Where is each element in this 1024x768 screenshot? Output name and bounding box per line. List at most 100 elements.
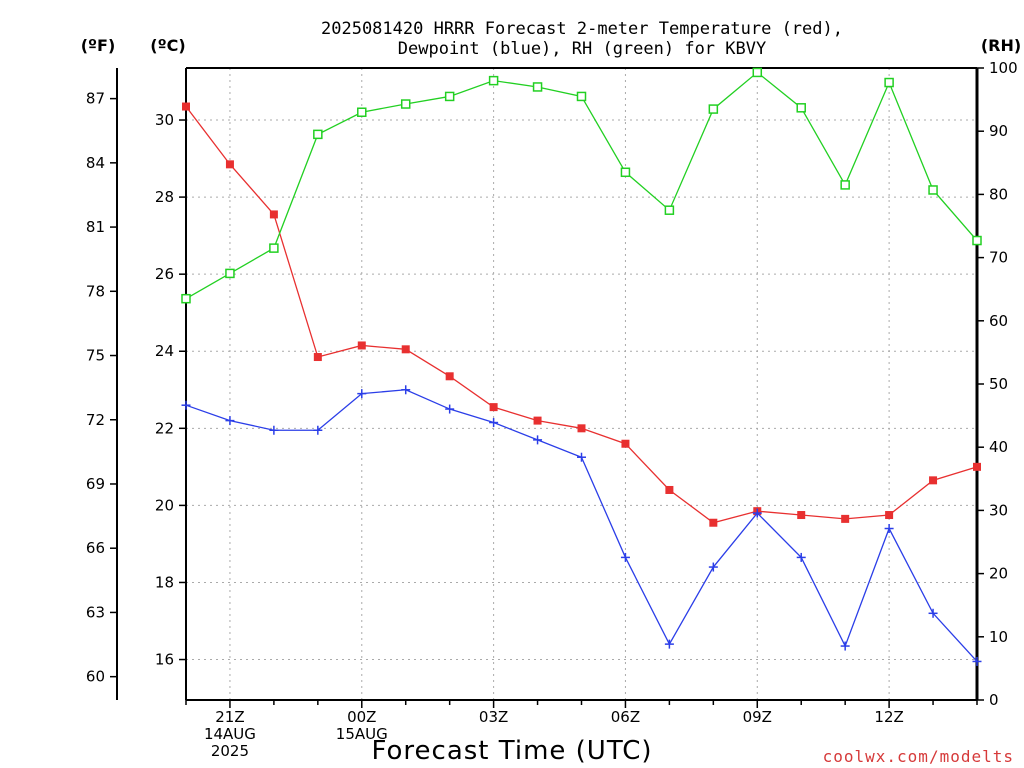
axes <box>110 67 984 708</box>
temperature-marker <box>269 210 278 219</box>
rh-tick-label: 0 <box>989 691 999 709</box>
rh-tick-label: 90 <box>989 122 1008 140</box>
dewpoint-marker <box>884 524 894 534</box>
rh-tick-label: 80 <box>989 185 1008 203</box>
rh-tick-label: 50 <box>989 375 1008 393</box>
dewpoint-marker <box>664 639 674 649</box>
temperature-marker <box>973 462 981 471</box>
dewpoint-marker <box>620 552 630 562</box>
dewpoint-marker <box>972 656 982 666</box>
celsius-tick-label: 22 <box>155 419 174 437</box>
rh-marker <box>225 268 235 279</box>
temperature-marker <box>533 416 542 425</box>
rh-marker <box>840 180 850 190</box>
rh-marker <box>796 103 806 113</box>
x-axis-title: Forecast Time (UTC) <box>371 736 652 766</box>
rh-line <box>185 71 978 300</box>
rh-marker <box>708 104 719 114</box>
rh-marker <box>664 205 675 215</box>
temperature-marker <box>357 341 366 350</box>
dewpoint-marker <box>708 562 718 572</box>
grid-lines <box>186 68 977 700</box>
chart-title-line-1: 2025081420 HRRR Forecast 2-meter Tempera… <box>321 19 843 39</box>
rh-marker <box>752 67 763 78</box>
x-tick-label: 00Z <box>347 708 376 726</box>
rh-marker <box>357 107 367 117</box>
rh-marker <box>972 235 982 246</box>
dewpoint-marker <box>401 385 411 395</box>
temperature-marker <box>709 518 718 527</box>
rh-tick-label: 10 <box>989 628 1008 646</box>
rh-marker <box>313 129 323 140</box>
dewpoint-marker <box>181 400 191 410</box>
celsius-tick-label: 24 <box>155 342 174 360</box>
chart-title-line-2: Dewpoint (blue), RH (green) for KBVY <box>398 39 766 59</box>
temperature-marker <box>182 102 190 111</box>
fahrenheit-axis-label: (ºF) <box>81 36 116 55</box>
data-series <box>181 67 982 666</box>
rh-tick-label: 30 <box>989 501 1008 519</box>
x-tick-label: 09Z <box>743 708 772 726</box>
source-credit: coolwx.com/modelts <box>823 747 1014 766</box>
rh-tick-label: 20 <box>989 565 1008 583</box>
dewpoint-marker <box>752 508 762 518</box>
celsius-tick-label: 16 <box>155 651 174 669</box>
dewpoint-marker <box>225 416 235 426</box>
temperature-marker <box>489 403 498 412</box>
dewpoint-marker <box>445 404 455 414</box>
fahrenheit-tick-label: 75 <box>86 347 105 365</box>
rh-marker <box>444 91 455 102</box>
temperature-marker <box>841 514 850 523</box>
rh-marker <box>400 99 411 109</box>
rh-marker <box>576 91 587 102</box>
x-tick-label: 21Z <box>215 708 244 726</box>
temperature-marker <box>313 353 322 362</box>
fahrenheit-tick-label: 66 <box>86 539 105 557</box>
temperature-marker <box>797 511 806 520</box>
temperature-marker <box>665 485 674 494</box>
dewpoint-marker <box>313 425 323 435</box>
rh-tick-label: 40 <box>989 438 1008 456</box>
x-tick-label: 06Z <box>611 708 640 726</box>
celsius-axis-label: (ºC) <box>150 36 185 55</box>
fahrenheit-tick-label: 84 <box>86 154 105 172</box>
dewpoint-marker <box>840 641 850 651</box>
dewpoint-marker <box>577 452 586 462</box>
rh-axis-label: (RH) <box>981 36 1021 55</box>
rh-tick-label: 60 <box>989 312 1008 330</box>
rh-marker <box>884 77 894 88</box>
rh-marker <box>620 167 631 178</box>
dewpoint-marker <box>796 552 806 562</box>
fahrenheit-tick-label: 78 <box>86 282 105 300</box>
tick-labels: 16 18 20 22 24 26 28 30 60 63 66 69 72 75 78 81 84 87 0 10 2… <box>86 59 1018 760</box>
fahrenheit-tick-label: 81 <box>86 218 105 236</box>
x-tick-label: 14AUG <box>204 725 256 743</box>
temperature-marker <box>621 439 630 448</box>
x-tick-label: 12Z <box>874 708 903 726</box>
fahrenheit-tick-label: 87 <box>86 90 105 108</box>
celsius-tick-label: 18 <box>155 573 174 591</box>
rh-marker <box>269 243 279 253</box>
dewpoint-marker <box>928 608 938 618</box>
temperature-marker <box>885 511 894 520</box>
celsius-tick-label: 26 <box>155 265 174 283</box>
rh-tick-label: 70 <box>989 249 1008 267</box>
x-tick-label: 2025 <box>211 742 249 760</box>
dewpoint-marker <box>489 418 499 428</box>
temperature-marker <box>445 372 454 381</box>
dewpoint-marker <box>533 435 543 445</box>
celsius-tick-label: 28 <box>155 188 174 206</box>
celsius-tick-label: 20 <box>155 496 174 514</box>
rh-tick-label: 100 <box>989 59 1018 77</box>
temperature-marker <box>929 476 938 485</box>
fahrenheit-tick-label: 69 <box>86 475 105 493</box>
temperature-marker <box>401 345 410 354</box>
rh-marker <box>181 293 191 304</box>
fahrenheit-tick-label: 60 <box>86 668 105 686</box>
temperature-marker <box>225 160 234 169</box>
x-tick-label: 03Z <box>479 708 508 726</box>
dewpoint-marker <box>357 389 367 399</box>
x-tick-label: 15AUG <box>336 725 388 743</box>
fahrenheit-tick-label: 72 <box>86 411 105 429</box>
